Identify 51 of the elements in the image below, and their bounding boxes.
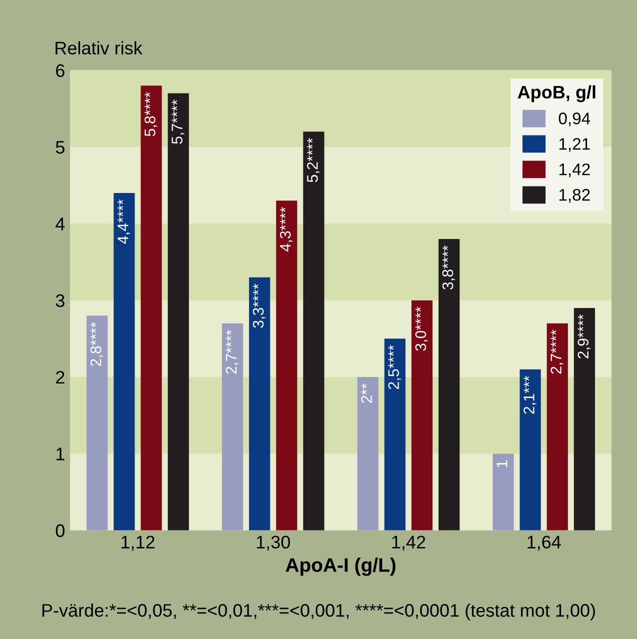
x-tick-label: 1,30 <box>256 536 290 551</box>
data-label: 5,8**** <box>144 92 158 136</box>
bar <box>546 323 568 530</box>
data-label: 5,2**** <box>307 138 320 182</box>
y-tick-label: 2 <box>56 370 64 384</box>
bar <box>168 93 189 530</box>
bar <box>438 238 460 530</box>
y-tick-label: 4 <box>56 218 65 230</box>
bar <box>303 132 324 530</box>
text: P-värde:*=<0,05, **=<0,01,***=<0,001, ****=<0,0001 (testat mot 1,00) <box>42 604 595 620</box>
x-tick-label: 1,12 <box>122 536 154 551</box>
x-tick-label: 1,64 <box>528 536 561 551</box>
data-label: 2,5**** <box>388 345 401 390</box>
bar <box>520 369 541 530</box>
y-tick-label: 3 <box>56 294 64 308</box>
data-label: 2** <box>361 383 372 403</box>
y-axis-title: Relativ risk <box>56 41 142 54</box>
bar <box>384 338 406 530</box>
data-label: 2,7**** <box>550 330 564 374</box>
data-label: 2,7**** <box>226 330 238 374</box>
bar <box>492 454 514 530</box>
legend-title: ApoB, g/l <box>518 85 596 102</box>
x-tick-label: 1,42 <box>392 536 426 551</box>
bar <box>249 277 270 530</box>
bar <box>276 200 298 530</box>
data-label: 3,3**** <box>252 284 266 328</box>
bar <box>574 308 596 530</box>
legend-label: 1,82 <box>559 188 590 203</box>
bar <box>140 86 162 530</box>
x-axis-title: ApoA-I (g/L) <box>286 558 396 576</box>
legend-label: 1,42 <box>559 163 590 178</box>
y-tick-label: 6 <box>56 64 64 78</box>
bar <box>411 300 433 530</box>
data-label: 2,9**** <box>578 314 590 358</box>
y-tick-label: 1 <box>56 448 64 460</box>
legend-label: 0,94 <box>558 112 590 126</box>
data-label: 1 <box>496 460 508 468</box>
data-label: 4,3**** <box>280 207 293 252</box>
bar <box>86 316 108 530</box>
data-label: 2,8**** <box>90 322 104 366</box>
data-label: 4,4**** <box>118 199 130 244</box>
y-tick-label: 5 <box>56 141 64 154</box>
bar <box>222 323 244 530</box>
y-tick-label: 0 <box>56 524 65 538</box>
data-label: 2,1*** <box>524 376 536 414</box>
bar <box>114 192 135 530</box>
legend-label: 1,21 <box>559 138 590 152</box>
data-label: 3,0**** <box>415 306 428 351</box>
data-label: 3,8**** <box>442 245 455 290</box>
bar <box>357 377 378 530</box>
data-label: 5,7**** <box>172 100 184 144</box>
